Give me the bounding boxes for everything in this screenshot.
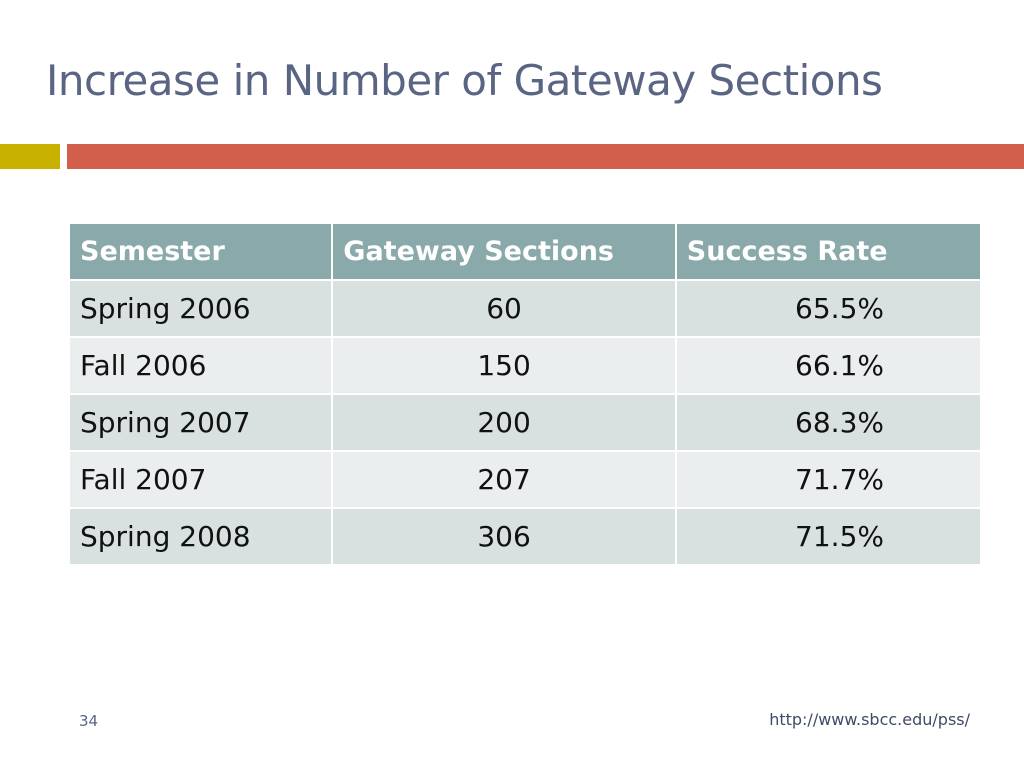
cell-success-rate: 71.5% (674, 507, 983, 566)
table-row: Spring 2008 306 71.5% (67, 507, 983, 566)
data-table: Semester Gateway Sections Success Rate S… (67, 222, 983, 566)
table-row: Spring 2007 200 68.3% (67, 393, 983, 452)
accent-block-gold (0, 144, 60, 169)
table-row: Spring 2006 60 65.5% (67, 279, 983, 338)
cell-semester: Spring 2007 (67, 393, 334, 452)
footer-url[interactable]: http://www.sbcc.edu/pss/ (769, 710, 970, 729)
cell-success-rate: 68.3% (674, 393, 983, 452)
column-header-gateway-sections: Gateway Sections (331, 222, 677, 281)
cell-gateway-sections: 200 (331, 393, 677, 452)
table-row: Fall 2007 207 71.7% (67, 450, 983, 509)
cell-semester: Fall 2006 (67, 336, 334, 395)
cell-success-rate: 66.1% (674, 336, 983, 395)
column-header-success-rate: Success Rate (674, 222, 983, 281)
cell-gateway-sections: 306 (331, 507, 677, 566)
slide-number: 34 (79, 712, 99, 730)
slide-title: Increase in Number of Gateway Sections (46, 56, 883, 105)
cell-semester: Spring 2008 (67, 507, 334, 566)
cell-gateway-sections: 207 (331, 450, 677, 509)
column-header-semester: Semester (67, 222, 334, 281)
cell-success-rate: 65.5% (674, 279, 983, 338)
cell-semester: Spring 2006 (67, 279, 334, 338)
cell-gateway-sections: 150 (331, 336, 677, 395)
cell-gateway-sections: 60 (331, 279, 677, 338)
table-row: Fall 2006 150 66.1% (67, 336, 983, 395)
cell-semester: Fall 2007 (67, 450, 334, 509)
table-header-row: Semester Gateway Sections Success Rate (67, 222, 983, 281)
cell-success-rate: 71.7% (674, 450, 983, 509)
accent-bar-orange (67, 144, 1024, 169)
